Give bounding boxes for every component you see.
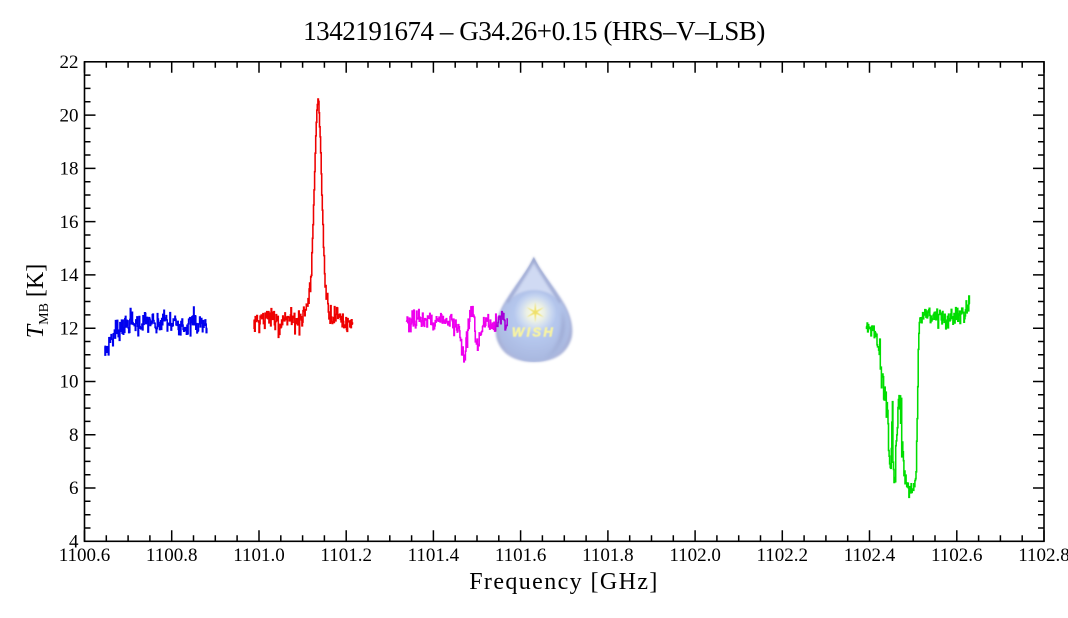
svg-text:18: 18	[60, 159, 79, 180]
svg-text:6: 6	[69, 478, 79, 499]
svg-text:10: 10	[60, 372, 79, 393]
svg-text:12: 12	[60, 318, 79, 339]
svg-text:1101.2: 1101.2	[320, 545, 372, 566]
svg-text:TMB [K]: TMB [K]	[23, 264, 52, 338]
svg-text:1101.0: 1101.0	[233, 545, 285, 566]
svg-text:4: 4	[69, 532, 79, 553]
svg-text:22: 22	[60, 52, 79, 73]
svg-text:1100.8: 1100.8	[146, 545, 198, 566]
svg-text:Frequency [GHz]: Frequency [GHz]	[469, 569, 659, 595]
svg-text:1101.6: 1101.6	[495, 545, 547, 566]
svg-text:20: 20	[60, 105, 79, 126]
svg-text:1102.8: 1102.8	[1018, 545, 1068, 566]
svg-text:16: 16	[60, 212, 79, 233]
svg-text:WISH: WISH	[512, 325, 555, 340]
svg-text:1100.6: 1100.6	[59, 545, 111, 566]
svg-text:1342191674 – G34.26+0.15 (HRS–: 1342191674 – G34.26+0.15 (HRS–V–LSB)	[303, 16, 765, 46]
svg-text:1101.8: 1101.8	[582, 545, 634, 566]
svg-text:8: 8	[69, 425, 79, 446]
svg-text:14: 14	[60, 265, 80, 286]
svg-text:1102.0: 1102.0	[669, 545, 721, 566]
svg-text:1102.6: 1102.6	[931, 545, 983, 566]
svg-text:1102.2: 1102.2	[757, 545, 809, 566]
svg-text:1101.4: 1101.4	[408, 545, 460, 566]
svg-text:1102.4: 1102.4	[844, 545, 896, 566]
